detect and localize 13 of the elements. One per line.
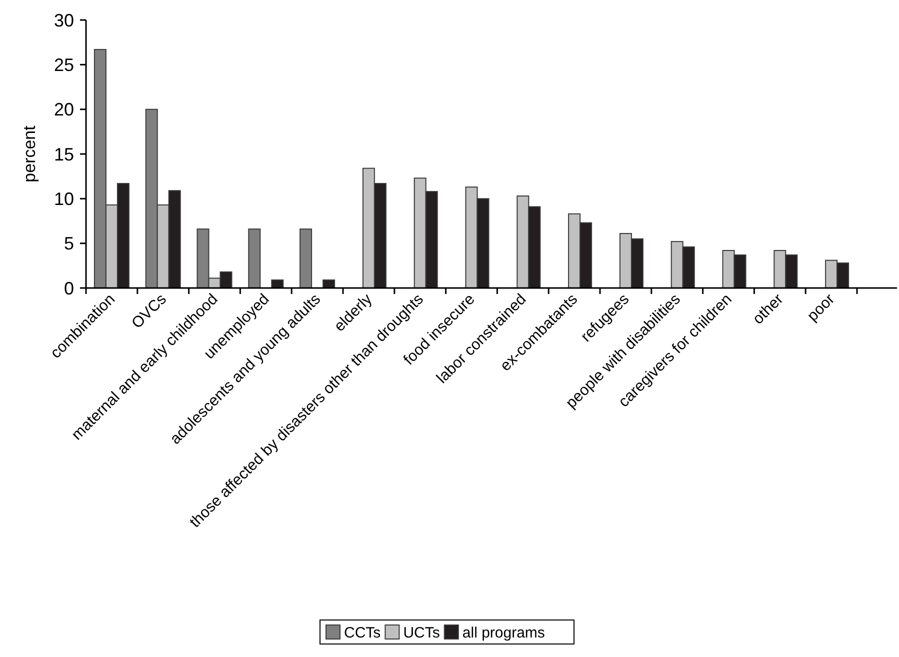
y-tick-label: 15 [54,144,74,164]
y-tick-label: 30 [54,10,74,30]
legend-label: all programs [462,624,545,642]
bar [248,228,261,288]
y-tick-label: 10 [54,188,74,209]
bar [300,228,312,288]
y-tick-label: 25 [54,54,74,75]
y-axis-title: percent [20,125,39,182]
legend-label: UCTs [403,624,440,642]
y-tick-label: 0 [64,278,74,298]
y-tick-label: 20 [54,100,74,120]
legend-label: CCTs [344,624,381,642]
y-tick-label: 5 [64,234,74,254]
